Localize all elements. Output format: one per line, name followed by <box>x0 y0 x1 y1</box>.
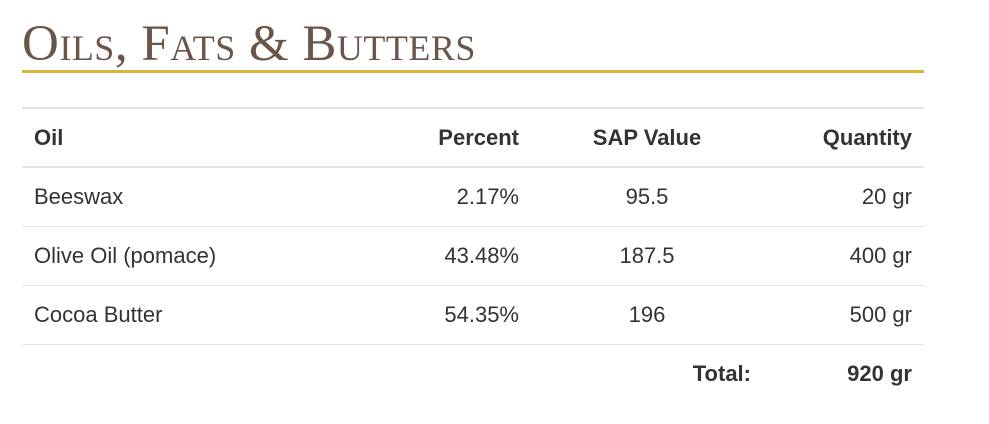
cell-sap-value: 196 <box>531 285 763 345</box>
header-sap-value: SAP Value <box>531 107 763 168</box>
section-title: Oils, Fats & Butters <box>22 16 476 72</box>
cell-percent: 54.35% <box>347 285 531 345</box>
total-spacer <box>347 344 531 403</box>
table-header: Oil Percent SAP Value Quantity <box>22 107 924 168</box>
cell-oil: Olive Oil (pomace) <box>22 226 347 286</box>
total-value: 920 gr <box>847 360 912 386</box>
table-row: Olive Oil (pomace) 43.48% 187.5 400 gr <box>22 226 924 286</box>
cell-sap-value: 187.5 <box>531 226 763 286</box>
table-footer: Total: 920 gr <box>22 344 924 403</box>
total-label: Total: <box>692 360 751 386</box>
cell-oil: Beeswax <box>22 167 347 227</box>
cell-quantity: 20 gr <box>763 167 924 227</box>
oils-table: Oil Percent SAP Value Quantity Beeswax 2… <box>22 107 924 403</box>
cell-percent: 43.48% <box>347 226 531 286</box>
cell-sap-value: 95.5 <box>531 167 763 227</box>
cell-oil: Cocoa Butter <box>22 285 347 345</box>
table-row: Cocoa Butter 54.35% 196 500 gr <box>22 285 924 345</box>
title-underline <box>22 70 924 73</box>
header-percent: Percent <box>347 107 531 168</box>
table-body: Beeswax 2.17% 95.5 20 gr Olive Oil (poma… <box>22 167 924 345</box>
total-row: Total: 920 gr <box>22 344 924 403</box>
cell-quantity: 400 gr <box>763 226 924 286</box>
header-row: Oil Percent SAP Value Quantity <box>22 107 924 168</box>
table-row: Beeswax 2.17% 95.5 20 gr <box>22 167 924 227</box>
header-oil: Oil <box>22 107 347 168</box>
total-spacer <box>22 344 347 403</box>
cell-quantity: 500 gr <box>763 285 924 345</box>
cell-percent: 2.17% <box>347 167 531 227</box>
header-quantity: Quantity <box>763 107 924 168</box>
